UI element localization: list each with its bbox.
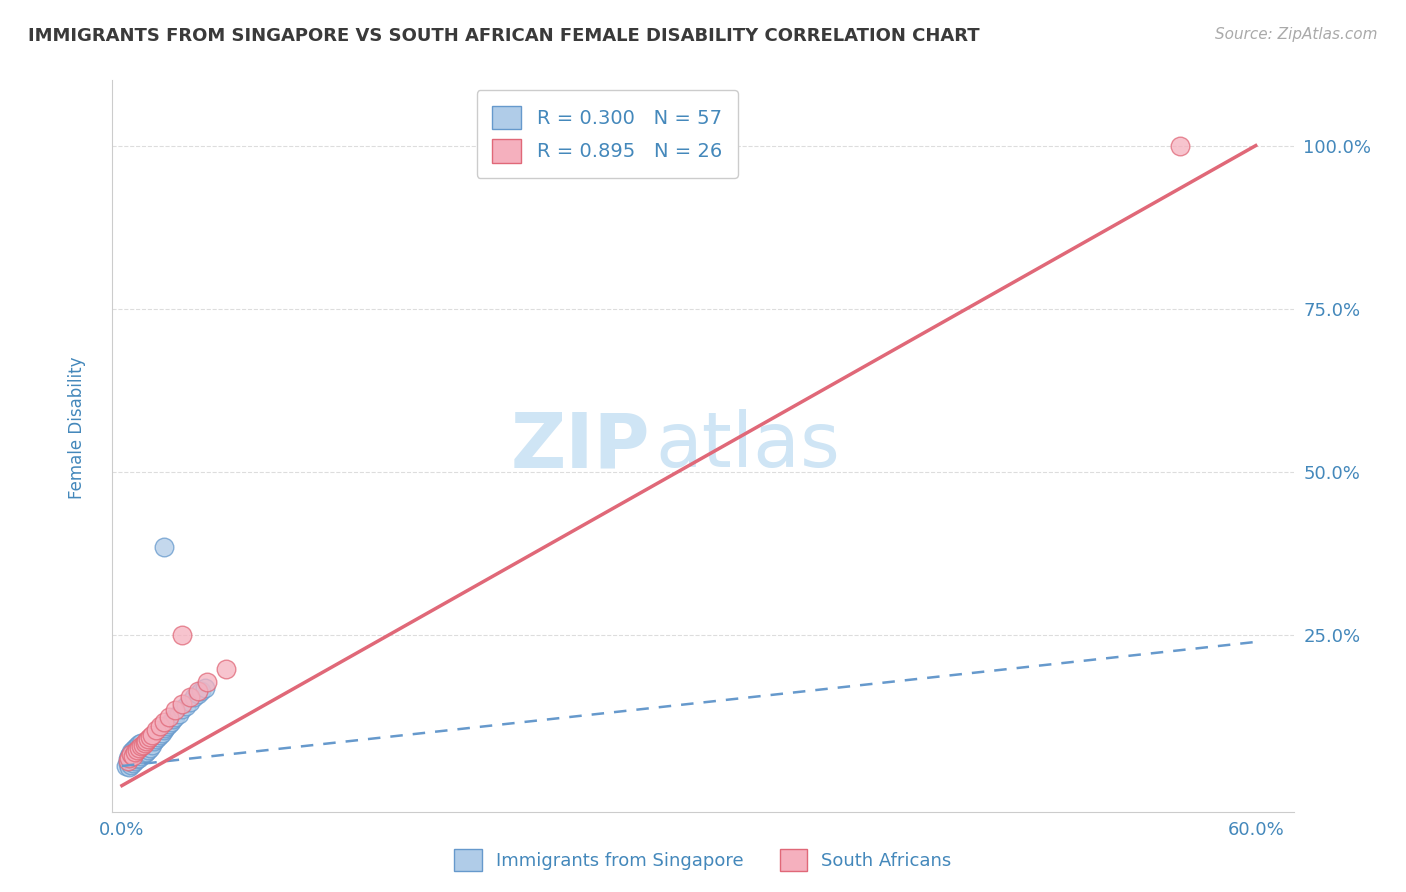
Point [120, 745, 142, 759]
Legend: R = 0.300   N = 57, R = 0.895   N = 26: R = 0.300 N = 57, R = 0.895 N = 26 [477, 90, 738, 178]
Point [117, 756, 139, 770]
Point [125, 739, 148, 754]
Point [139, 730, 162, 744]
Point [138, 742, 160, 756]
Point [138, 731, 160, 746]
Point [186, 684, 208, 698]
Point [128, 750, 150, 764]
Point [162, 712, 184, 726]
Point [157, 710, 180, 724]
Point [122, 756, 145, 770]
Point [179, 695, 201, 709]
Point [135, 745, 157, 759]
Point [118, 754, 141, 768]
Point [120, 757, 142, 772]
Point [179, 690, 201, 705]
Point [146, 730, 169, 744]
Point [129, 749, 152, 764]
Point [135, 734, 157, 748]
Point [129, 742, 152, 756]
Point [134, 746, 156, 760]
Point [139, 731, 162, 746]
Point [157, 716, 180, 731]
Point [129, 736, 152, 750]
Point [124, 745, 146, 759]
Point [141, 728, 163, 742]
Point [195, 675, 218, 690]
Text: IMMIGRANTS FROM SINGAPORE VS SOUTH AFRICAN FEMALE DISABILITY CORRELATION CHART: IMMIGRANTS FROM SINGAPORE VS SOUTH AFRIC… [28, 27, 980, 45]
Point [122, 742, 145, 756]
Point [117, 752, 139, 766]
Point [135, 736, 157, 750]
Point [215, 662, 238, 676]
Point [114, 759, 136, 773]
Point [120, 751, 142, 765]
Point [186, 687, 208, 701]
Text: Source: ZipAtlas.com: Source: ZipAtlas.com [1215, 27, 1378, 42]
Point [149, 728, 172, 742]
Point [160, 714, 183, 729]
Point [132, 747, 155, 762]
Text: atlas: atlas [655, 409, 841, 483]
Point [156, 718, 179, 732]
Point [139, 740, 162, 755]
Point [155, 721, 177, 735]
Point [124, 754, 146, 768]
Point [117, 754, 139, 768]
Point [118, 760, 141, 774]
Point [152, 540, 174, 554]
Point [163, 704, 186, 718]
Point [183, 690, 205, 705]
Point [143, 734, 166, 748]
Point [145, 723, 167, 737]
Point [163, 710, 186, 724]
Point [150, 726, 173, 740]
Point [120, 747, 142, 762]
Text: Female Disability: Female Disability [69, 357, 86, 500]
Point [141, 738, 163, 752]
Point [132, 740, 155, 755]
Point [125, 742, 148, 756]
Point [125, 746, 148, 760]
Point [128, 744, 150, 758]
Point [118, 749, 141, 764]
Point [145, 731, 167, 746]
Point [124, 740, 146, 755]
Point [129, 739, 152, 754]
Point [152, 714, 174, 729]
Point [122, 749, 145, 764]
Point [172, 701, 194, 715]
Point [128, 738, 150, 752]
Point [172, 697, 194, 711]
Point [134, 736, 156, 750]
Point [118, 751, 141, 765]
Point [172, 628, 194, 642]
Point [128, 740, 150, 755]
Point [125, 752, 148, 766]
Point [152, 723, 174, 737]
Point [190, 684, 212, 698]
Point [174, 698, 197, 713]
Legend: Immigrants from Singapore, South Africans: Immigrants from Singapore, South African… [447, 842, 959, 879]
Point [124, 747, 146, 762]
Point [120, 747, 142, 762]
Point [1168, 138, 1191, 153]
Point [194, 681, 217, 695]
Point [122, 749, 145, 764]
Point [167, 706, 190, 721]
Point [134, 738, 156, 752]
Point [149, 718, 172, 732]
Point [132, 738, 155, 752]
Point [138, 734, 160, 748]
Text: ZIP: ZIP [510, 409, 650, 483]
